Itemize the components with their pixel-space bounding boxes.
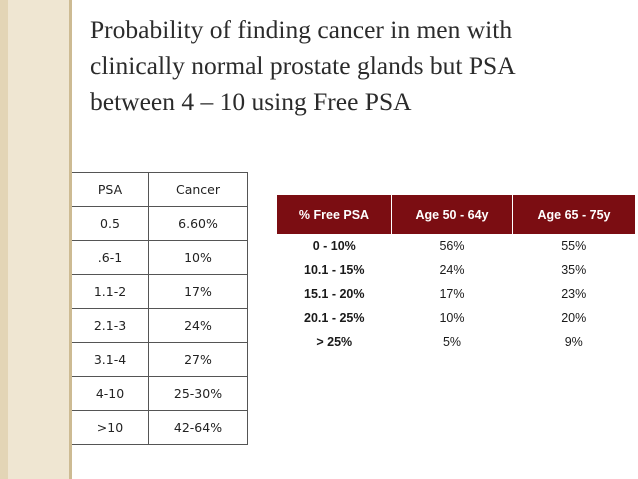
title-line-2: clinically normal prostate glands but PS… xyxy=(90,51,516,80)
table-row: 4-10 25-30% xyxy=(72,376,248,411)
slide-title: Probability of finding cancer in men wit… xyxy=(90,12,610,120)
cancer-cell: 6.60% xyxy=(148,206,248,241)
psa-cell: 4-10 xyxy=(72,376,149,411)
free-psa-range-cell: 10.1 - 15% xyxy=(304,263,365,277)
column-header-cancer: Cancer xyxy=(148,172,248,207)
left-decorative-border xyxy=(69,0,72,479)
age-65-75-cell: 55% xyxy=(561,239,587,253)
table-row: 0 - 10% 56% 55% xyxy=(277,234,635,258)
table-row: .6-1 10% xyxy=(72,240,248,275)
table-row: >10 42-64% xyxy=(72,410,248,445)
free-psa-range-cell: > 25% xyxy=(316,335,353,349)
psa-cell: 0.5 xyxy=(72,206,149,241)
cancer-cell: 42-64% xyxy=(148,410,248,445)
table-row: 10.1 - 15% 24% 35% xyxy=(277,258,635,282)
cancer-cell: 27% xyxy=(148,342,248,377)
title-line-1: Probability of finding cancer in men wit… xyxy=(90,15,513,44)
psa-cell: >10 xyxy=(72,410,149,445)
psa-cell: 1.1-2 xyxy=(72,274,149,309)
cancer-cell: 25-30% xyxy=(148,376,248,411)
table-row: 15.1 - 20% 17% 23% xyxy=(277,282,635,306)
free-psa-table: % Free PSA Age 50 - 64y Age 65 - 75y 0 -… xyxy=(277,195,635,354)
table-row: 0.5 6.60% xyxy=(72,206,248,241)
free-psa-range-cell: 20.1 - 25% xyxy=(304,311,365,325)
psa-cell: 2.1-3 xyxy=(72,308,149,343)
table-row: 2.1-3 24% xyxy=(72,308,248,343)
age-65-75-cell: 20% xyxy=(561,311,587,325)
free-psa-range-cell: 15.1 - 20% xyxy=(304,287,365,301)
age-65-75-cell: 35% xyxy=(561,263,587,277)
cancer-cell: 10% xyxy=(148,240,248,275)
free-psa-range-cell: 0 - 10% xyxy=(312,239,356,253)
title-line-3: between 4 – 10 using Free PSA xyxy=(90,87,412,116)
column-header-free-psa: % Free PSA xyxy=(277,195,392,234)
psa-cell: .6-1 xyxy=(72,240,149,275)
age-50-64-cell: 10% xyxy=(439,311,465,325)
column-header-age-65-75: Age 65 - 75y xyxy=(512,195,635,234)
age-50-64-cell: 56% xyxy=(439,239,465,253)
table-row: 3.1-4 27% xyxy=(72,342,248,377)
table-header-row: PSA Cancer xyxy=(72,172,248,207)
left-decorative-band xyxy=(0,0,69,479)
cancer-cell: 24% xyxy=(148,308,248,343)
table-header-row: % Free PSA Age 50 - 64y Age 65 - 75y xyxy=(277,195,635,234)
column-header-age-50-64: Age 50 - 64y xyxy=(391,195,513,234)
age-50-64-cell: 24% xyxy=(439,263,465,277)
age-65-75-cell: 9% xyxy=(564,335,583,349)
cancer-cell: 17% xyxy=(148,274,248,309)
table-row: 20.1 - 25% 10% 20% xyxy=(277,306,635,330)
age-50-64-cell: 17% xyxy=(439,287,465,301)
column-header-psa: PSA xyxy=(72,172,149,207)
table-row: > 25% 5% 9% xyxy=(277,330,635,354)
age-65-75-cell: 23% xyxy=(561,287,587,301)
psa-cancer-table: PSA Cancer 0.5 6.60% .6-1 10% 1.1-2 17% … xyxy=(72,172,248,445)
psa-cell: 3.1-4 xyxy=(72,342,149,377)
table-row: 1.1-2 17% xyxy=(72,274,248,309)
age-50-64-cell: 5% xyxy=(442,335,462,349)
